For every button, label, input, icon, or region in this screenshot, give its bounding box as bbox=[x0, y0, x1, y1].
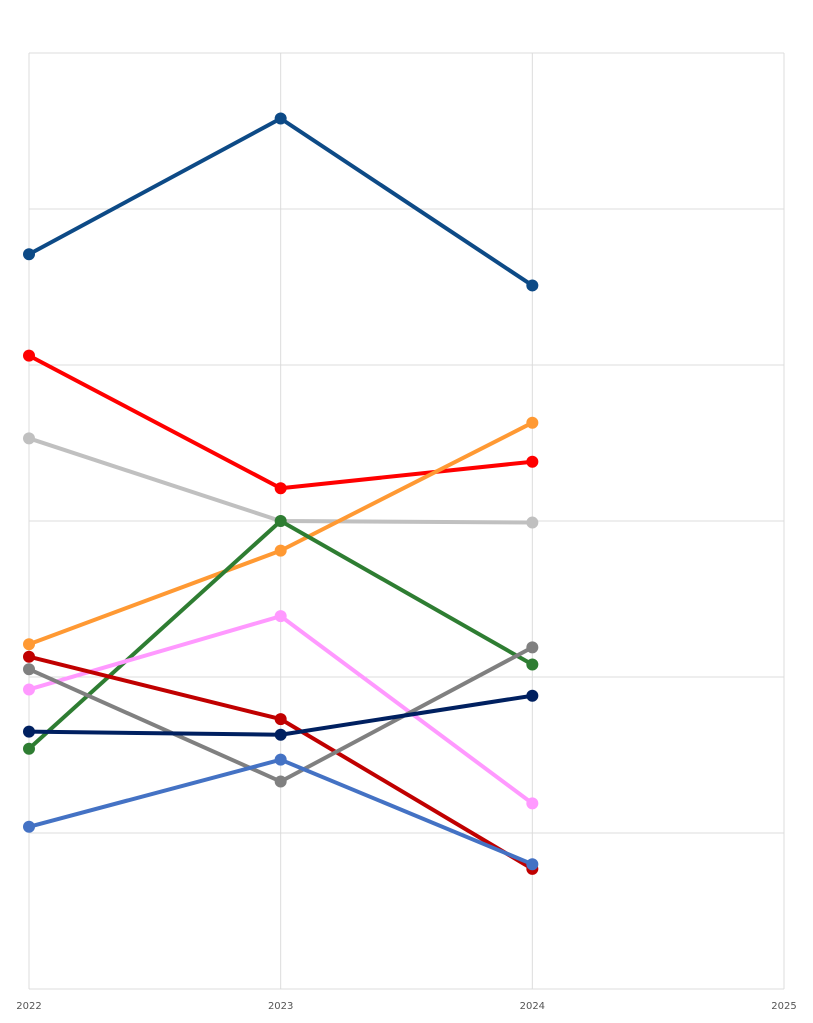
data-point bbox=[23, 638, 35, 651]
data-point bbox=[526, 797, 539, 810]
data-point bbox=[23, 725, 35, 738]
data-point bbox=[526, 516, 539, 529]
x-tick-label: 2024 bbox=[520, 1001, 545, 1012]
data-point bbox=[23, 349, 35, 362]
data-point bbox=[23, 820, 35, 833]
data-point bbox=[274, 515, 287, 527]
data-point bbox=[274, 775, 287, 788]
data-point bbox=[526, 641, 539, 654]
data-point bbox=[526, 689, 539, 702]
x-tick-label: 2023 bbox=[268, 1001, 293, 1012]
data-point bbox=[526, 858, 539, 871]
data-point bbox=[526, 279, 539, 292]
data-point bbox=[274, 610, 287, 623]
x-tick-label: 2022 bbox=[16, 1001, 41, 1012]
data-point bbox=[526, 416, 539, 429]
x-tick-label: 2025 bbox=[771, 1001, 796, 1012]
data-point bbox=[23, 663, 35, 676]
data-point bbox=[23, 683, 35, 696]
data-point bbox=[274, 112, 287, 125]
data-point bbox=[274, 482, 287, 495]
data-point bbox=[274, 728, 287, 741]
data-point bbox=[23, 432, 35, 445]
data-point bbox=[274, 544, 287, 557]
data-point bbox=[23, 742, 35, 755]
data-point bbox=[23, 248, 35, 261]
data-point bbox=[526, 658, 539, 671]
data-point bbox=[23, 650, 35, 663]
data-point bbox=[526, 455, 539, 468]
data-point bbox=[274, 753, 287, 766]
data-point bbox=[274, 713, 287, 726]
